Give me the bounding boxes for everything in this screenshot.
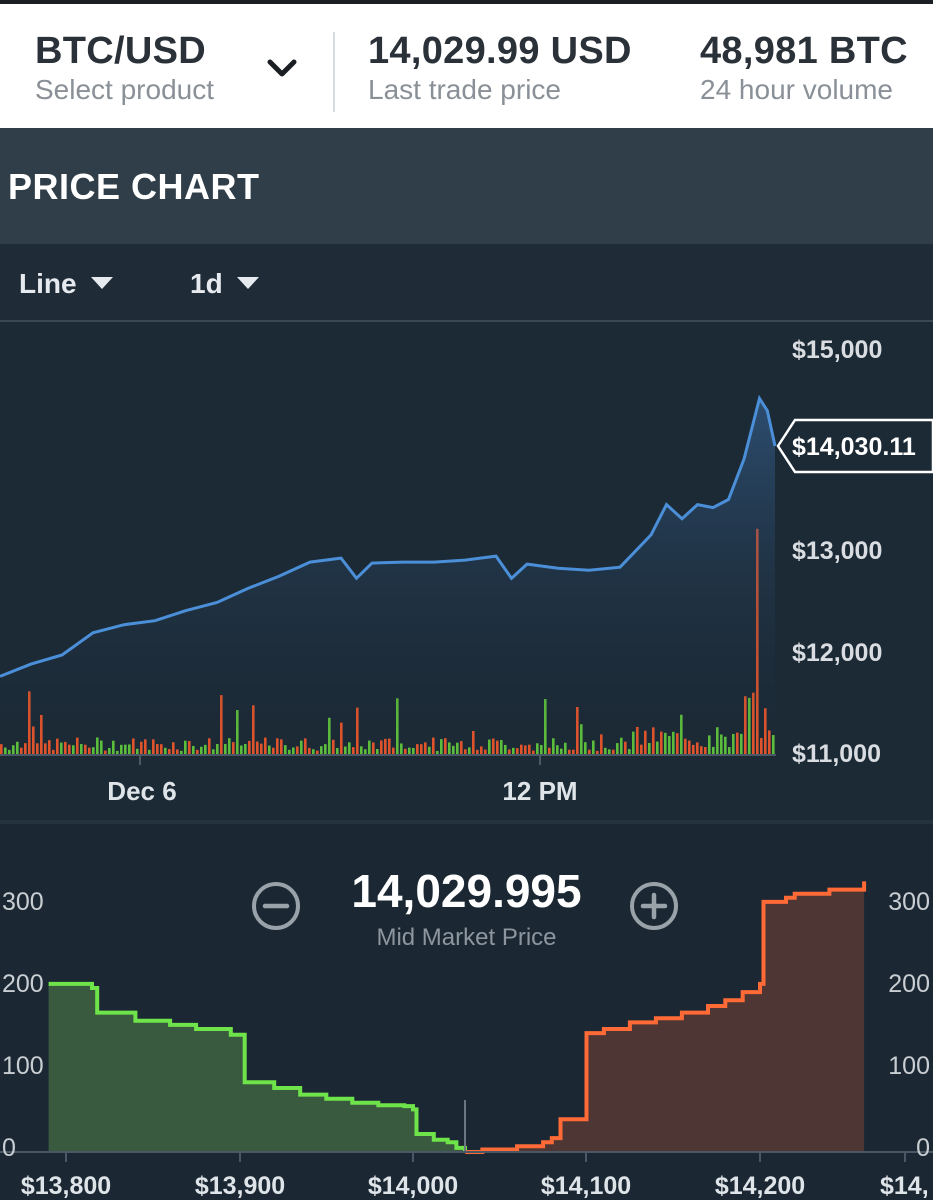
product-label: Select product <box>35 74 214 105</box>
bid-line <box>48 981 467 1152</box>
interval-label: 1d <box>190 268 223 299</box>
product-name: BTC/USD <box>35 30 206 72</box>
depth-x-tick-label: $14, <box>880 1172 929 1200</box>
ask-line <box>465 881 867 1154</box>
price-area <box>0 398 775 755</box>
mid-market-price: 14,029.995 <box>351 865 582 917</box>
x-tick-label: 12 PM <box>502 776 577 806</box>
zoom-in-icon[interactable] <box>628 880 680 932</box>
depth-x-tick-label: $14,200 <box>715 1172 805 1200</box>
market-header: BTC/USD Select product 14,029.99 USD Las… <box>0 0 933 128</box>
panel-header: PRICE CHART <box>0 128 933 244</box>
current-price-label: $14,030.11 <box>792 433 916 461</box>
y-tick-label: $12,000 <box>792 639 882 667</box>
chart-type-label: Line <box>19 268 77 299</box>
depth-y-tick-left: 100 <box>2 1052 44 1080</box>
depth-y-tick-left: 0 <box>2 1134 16 1162</box>
volume-24h: 48,981 BTC <box>700 30 908 72</box>
y-tick-label: $13,000 <box>792 537 882 565</box>
y-tick-label: $11,000 <box>792 740 881 768</box>
depth-x-ticks: $13,800 $13,900 $14,000 $14,100 $14,200 $14, <box>21 1152 929 1200</box>
depth-y-tick-left: 300 <box>2 888 44 916</box>
depth-x-tick-label: $13,800 <box>21 1172 111 1200</box>
zoom-out-icon[interactable] <box>250 880 302 932</box>
y-tick-label: $15,000 <box>792 336 882 364</box>
chart-toolbar: Line 1d <box>0 244 933 322</box>
volume-24h-label: 24 hour volume <box>700 74 894 105</box>
panel-title: PRICE CHART <box>8 166 260 207</box>
price-chart-svg: Dec 6 12 PM $15,000 $13,000 $12,000 $11,… <box>0 336 933 806</box>
depth-chart-svg: $13,800 $13,900 $14,000 $14,100 $14,200 $14, … <box>0 881 933 1200</box>
price-line <box>0 394 777 678</box>
bid-area <box>48 983 465 1152</box>
depth-y-tick-right: 300 <box>888 888 930 916</box>
chart-type-dropdown[interactable]: Line <box>19 268 113 300</box>
caret-down-icon <box>90 276 113 289</box>
depth-x-tick-label: $14,000 <box>368 1172 458 1200</box>
depth-chart[interactable]: $13,800 $13,900 $14,000 $14,100 $14,200 $14, … <box>0 820 933 1200</box>
chevron-down-icon <box>267 59 297 77</box>
depth-y-tick-right: 200 <box>888 970 930 998</box>
x-tick-label: Dec 6 <box>107 776 176 806</box>
depth-y-tick-right: 100 <box>888 1052 930 1080</box>
header-divider <box>333 32 335 112</box>
interval-dropdown[interactable]: 1d <box>190 268 259 300</box>
current-price-tag: $14,030.11 <box>776 418 933 474</box>
depth-y-tick-left: 200 <box>2 970 44 998</box>
depth-x-tick-label: $13,900 <box>195 1172 285 1200</box>
depth-y-tick-right: 0 <box>916 1134 930 1162</box>
product-selector[interactable]: BTC/USD Select product <box>0 4 330 128</box>
mid-market-price-label: Mid Market Price <box>376 924 557 951</box>
last-trade-price: 14,029.99 USD <box>368 30 632 72</box>
caret-down-icon <box>236 276 259 289</box>
price-chart[interactable]: Dec 6 12 PM $15,000 $13,000 $12,000 $11,… <box>0 322 933 820</box>
last-trade-price-label: Last trade price <box>368 74 561 105</box>
depth-x-tick-label: $14,100 <box>541 1172 631 1200</box>
